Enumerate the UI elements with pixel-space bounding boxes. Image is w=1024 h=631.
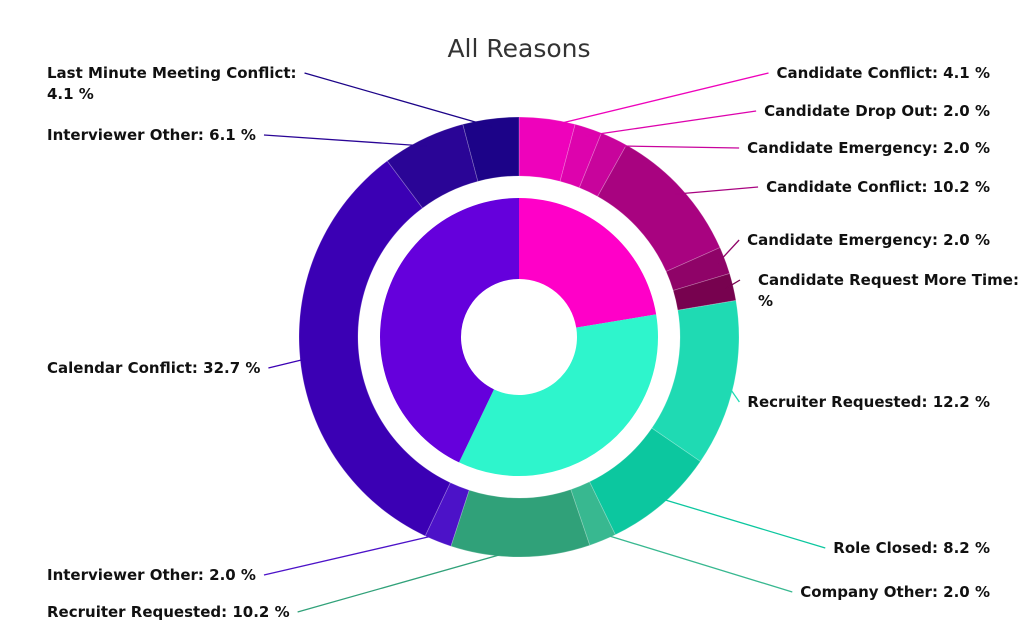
slice-label-9: Company Other: 2.0 % xyxy=(800,583,990,601)
outer-slice-6 xyxy=(672,273,737,311)
slice-labels: Candidate Conflict: 4.1 % Candidate Drop … xyxy=(47,64,1024,621)
outer-slice-4 xyxy=(597,144,721,273)
slice-label-13: Interviewer Other: 6.1 % xyxy=(47,126,256,144)
outer-slice-8 xyxy=(588,427,701,536)
inner-slice-1 xyxy=(519,198,657,328)
leader-line-8 xyxy=(657,496,826,549)
slice-label-10: Recruiter Requested: 10.2 % xyxy=(47,603,290,621)
leader-line-2 xyxy=(585,110,757,137)
slice-label-2: Candidate Drop Out: 2.0 % xyxy=(764,102,990,120)
chart-rings xyxy=(298,116,740,558)
leader-line-6 xyxy=(725,279,741,290)
outer-slice-10 xyxy=(450,488,591,558)
slice-label-7: Recruiter Requested: 12.2 % xyxy=(747,393,990,411)
inner-slice-2 xyxy=(459,314,658,476)
slice-label-6: Candidate Request More Time: 2.0% xyxy=(758,271,1024,310)
slice-label-4: Candidate Conflict: 10.2 % xyxy=(766,178,990,196)
outer-slice-12 xyxy=(298,160,451,537)
leader-line-10 xyxy=(297,548,521,613)
leader-line-12 xyxy=(268,357,309,369)
leader-line-7 xyxy=(725,382,740,403)
outer-slice-2 xyxy=(559,123,602,189)
leader-line-14 xyxy=(304,72,492,128)
outer-slice-7 xyxy=(651,300,740,463)
slice-label-3: Candidate Emergency: 2.0 % xyxy=(747,139,990,157)
outer-slice-9 xyxy=(570,481,616,546)
leader-line-1 xyxy=(546,72,769,128)
leader-line-9 xyxy=(599,532,793,593)
slice-label-12: Calendar Conflict: 32.7 % xyxy=(47,359,260,377)
outer-slice-1 xyxy=(518,116,576,182)
leader-line-3 xyxy=(610,145,740,149)
outer-slice-11 xyxy=(424,482,470,547)
leader-line-4 xyxy=(675,186,759,195)
leader-lines xyxy=(263,72,826,613)
leader-line-5 xyxy=(717,239,740,264)
leader-line-11 xyxy=(263,533,441,576)
slice-label-1: Candidate Conflict: 4.1 % xyxy=(777,64,990,82)
chart-title: All Reasons xyxy=(447,34,590,63)
slice-label-11: Interviewer Other: 2.0 % xyxy=(47,566,256,584)
slice-label-14: Last Minute Meeting Conflict: 4.1 % xyxy=(47,64,297,103)
inner-slice-3 xyxy=(380,198,519,463)
slice-label-8: Role Closed: 8.2 % xyxy=(833,539,990,557)
leader-line-13 xyxy=(263,134,427,147)
slice-label-5: Candidate Emergency: 2.0 % xyxy=(747,231,990,249)
outer-slice-14 xyxy=(462,116,520,182)
